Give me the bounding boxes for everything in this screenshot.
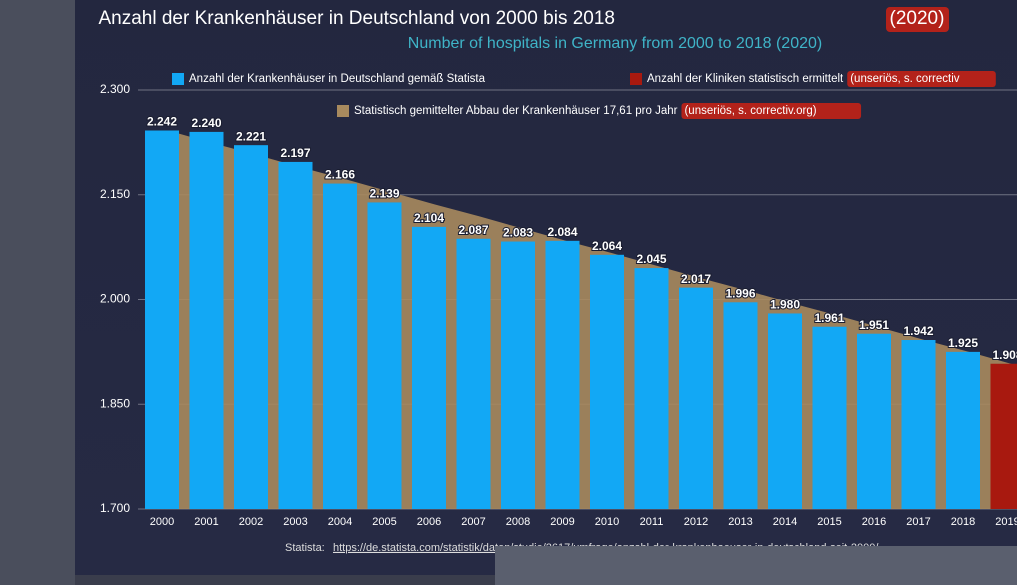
source-label: Statista: [285,542,325,554]
value-label: 1.961 [814,311,844,325]
blurred-edge [0,0,75,585]
value-label: 2.104 [414,211,444,225]
legend-swatch [172,73,184,85]
chart-title: Anzahl der Krankenhäuser in Deutschland … [98,8,615,29]
y-tick-label: 1.700 [100,501,130,515]
bar [190,132,224,509]
value-label: 2.064 [592,239,622,253]
value-label: 2.221 [236,129,266,143]
bar [279,162,313,509]
legend-tag: (unseriös, s. correctiv [850,73,960,85]
x-tick-label: 2013 [728,516,752,528]
bar [635,268,669,509]
x-tick-label: 2009 [550,516,574,528]
x-tick-label: 2006 [417,516,441,528]
bar [590,255,624,509]
legend-swatch [630,73,642,85]
y-tick-label: 2.150 [100,187,130,201]
x-tick-label: 2003 [283,516,307,528]
bar [813,327,847,509]
x-tick-label: 2015 [817,516,841,528]
x-tick-label: 2004 [328,516,352,528]
bar [323,184,357,509]
x-tick-label: 2019 [995,516,1017,528]
value-label: 2.240 [191,116,221,130]
x-tick-label: 2008 [506,516,530,528]
page: Anzahl der Krankenhäuser in Deutschland … [0,0,1017,585]
bar [234,145,268,509]
value-label: 2.197 [280,146,310,160]
bar [457,239,491,509]
bar [768,313,802,509]
value-label: 1.908 [992,348,1017,362]
x-tick-label: 2016 [862,516,886,528]
y-tick-label: 2.000 [100,292,130,306]
value-label: 1.996 [725,286,755,300]
x-tick-label: 2017 [906,516,930,528]
legend-label: Anzahl der Krankenhäuser in Deutschland … [189,73,486,85]
x-tick-label: 2005 [372,516,396,528]
value-label: 2.045 [636,252,666,266]
bar [368,202,402,509]
bar [145,131,179,509]
bar [946,352,980,509]
bar [724,302,758,509]
legend-tag: (unseriös, s. correctiv.org) [684,105,816,117]
legend-swatch [337,105,349,117]
legend-label: Statistisch gemittelter Abbau der Kranke… [354,105,678,117]
bar [679,288,713,509]
y-tick-label: 2.300 [100,82,130,96]
value-label: 1.925 [948,336,978,350]
x-tick-label: 2001 [194,516,218,528]
value-label: 2.242 [147,115,177,129]
chart-subtitle: Number of hospitals in Germany from 2000… [408,35,822,52]
bar [501,242,535,509]
bar [902,340,936,509]
x-tick-label: 2014 [773,516,797,528]
value-label: 1.951 [859,318,889,332]
bar [991,364,1017,509]
value-label: 2.087 [458,223,488,237]
x-tick-label: 2002 [239,516,263,528]
title-tag: (2020) [890,8,945,29]
chart: Anzahl der Krankenhäuser in Deutschland … [0,0,1017,585]
value-label: 2.166 [325,168,355,182]
value-label: 2.084 [547,225,577,239]
bar [857,334,891,509]
legend-label: Anzahl der Kliniken statistisch ermittel… [647,73,844,85]
x-tick-label: 2010 [595,516,619,528]
x-tick-label: 2012 [684,516,708,528]
value-label: 2.139 [369,187,399,201]
x-tick-label: 2011 [640,516,664,528]
y-tick-label: 1.850 [100,396,130,410]
bar [546,241,580,509]
bar [412,227,446,509]
x-tick-label: 2007 [461,516,485,528]
x-tick-label: 2000 [150,516,174,528]
value-label: 1.980 [770,298,800,312]
video-overlay [495,546,1017,585]
value-label: 1.942 [903,324,933,338]
value-label: 2.017 [681,272,711,286]
value-label: 2.083 [503,226,533,240]
x-tick-label: 2018 [951,516,975,528]
